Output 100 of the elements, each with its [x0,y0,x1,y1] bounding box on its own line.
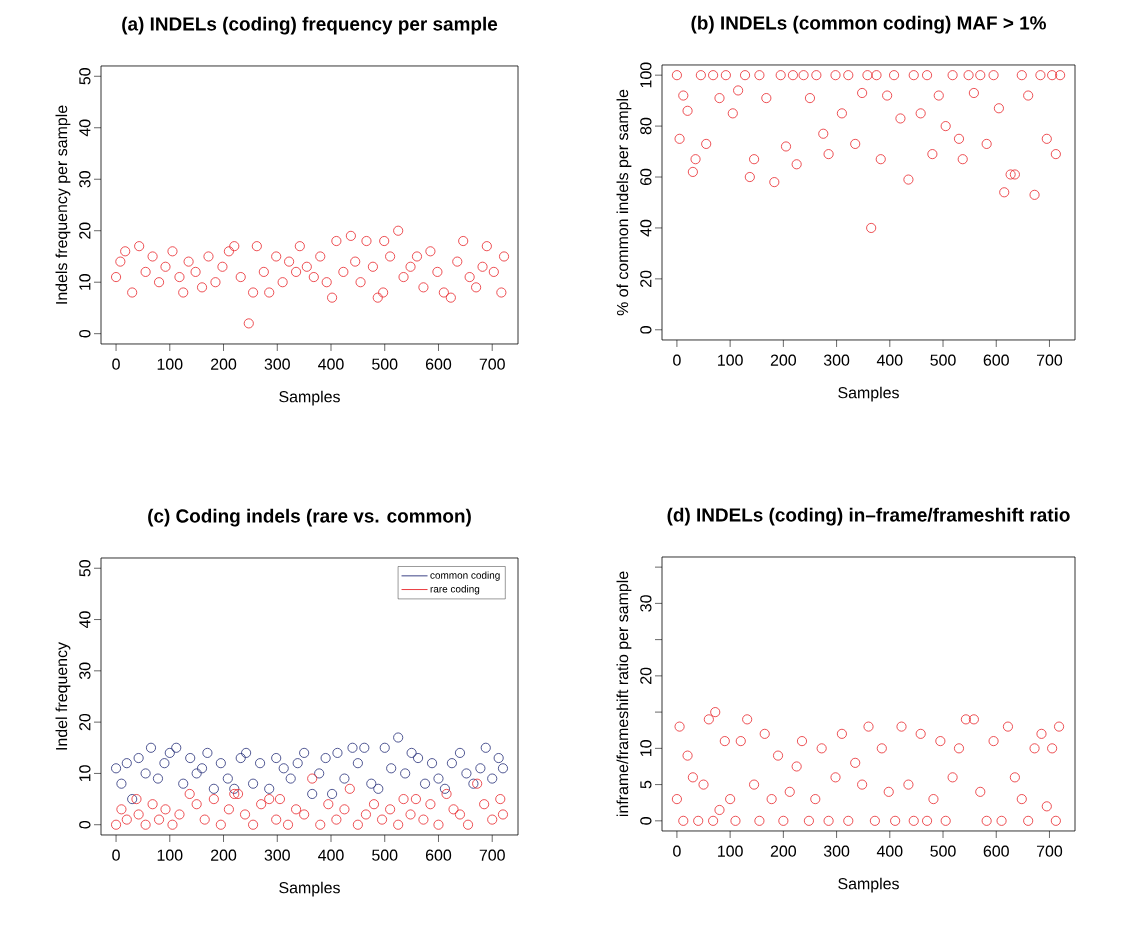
x-tick-label: 700 [479,358,505,370]
point [248,819,259,830]
x-tick-label: 100 [157,849,183,861]
point [323,799,334,810]
x-tick-label: 300 [823,354,850,366]
x-tick-label: 0 [112,358,120,370]
point [366,778,377,789]
x-tick-label: 0 [112,849,120,861]
point [433,773,444,784]
point [191,799,202,810]
point [307,773,318,784]
x-axis-title: Samples [279,390,340,406]
point [160,804,171,815]
point [140,819,151,830]
point [223,804,234,815]
point [240,809,251,820]
x-tick-label: 200 [211,849,237,861]
point [215,819,226,830]
y-tick-label: 30 [79,662,91,680]
point [454,747,465,758]
point [116,804,127,815]
point [178,778,189,789]
x-tick-label: 600 [983,845,1009,857]
x-tick-label: 500 [372,849,398,861]
point [256,799,267,810]
point [359,742,370,753]
point [393,732,404,743]
x-tick-label: 0 [673,354,681,366]
x-tick-label: 500 [930,845,956,857]
x-tick-label: 500 [930,354,956,366]
point [145,742,156,753]
point [472,778,483,789]
point [208,794,219,805]
y-axis-title: Indels frequency per sample [55,105,71,304]
y-tick-label: 0 [79,820,91,829]
point [167,819,178,830]
point [352,819,363,830]
point [468,778,479,789]
point [121,758,132,769]
point [463,819,474,830]
x-tick-label: 400 [318,358,344,370]
point [299,747,310,758]
y-axis-title: Indel frequency [55,642,71,750]
point [497,809,508,820]
point [360,809,371,820]
point [208,783,219,794]
point [229,788,240,799]
point [320,753,331,764]
point [475,763,486,774]
point [425,799,436,810]
x-tick-label: 700 [1036,354,1063,366]
x-tick-label: 200 [211,358,237,370]
point [479,799,490,810]
y-tick-label: 60 [640,168,652,186]
point [283,819,294,830]
point [133,809,144,820]
y-tick-label: 20 [79,222,91,239]
x-axis-title: Samples [838,877,899,893]
point [159,758,170,769]
x-tick-label: 600 [425,849,452,861]
point [377,814,388,825]
x-tick-label: 400 [876,354,903,366]
point [393,819,404,830]
point [164,747,175,758]
point [406,747,417,758]
point [439,783,450,794]
point [386,763,397,774]
point [131,794,142,805]
point [448,804,459,815]
chart-title: (c) Coding indels (rare vs. common) [148,508,471,527]
x-tick-label: 200 [770,354,797,366]
y-tick-label: 10 [79,765,91,782]
point [147,799,158,810]
y-tick-label: 0 [79,329,91,338]
x-tick-label: 100 [718,354,743,366]
point [140,768,151,779]
point [480,742,491,753]
x-tick-label: 400 [876,845,903,857]
point [327,788,338,799]
point [373,783,384,794]
x-axis-title: Samples [838,386,899,402]
y-tick-label: 10 [640,740,652,756]
y-tick-label: 5 [640,780,652,789]
point [264,794,275,805]
y-tick-label: 40 [79,611,91,629]
point [379,742,390,753]
point [274,794,285,805]
point [111,819,122,830]
point [299,809,310,820]
x-tick-label: 300 [823,845,850,857]
point [197,763,208,774]
point [291,804,302,815]
point [487,814,498,825]
point [202,747,213,758]
point [215,758,226,769]
point [497,763,508,774]
point [332,747,343,758]
x-tick-label: 700 [479,849,505,861]
point [487,773,498,784]
x-tick-label: 400 [318,849,344,861]
